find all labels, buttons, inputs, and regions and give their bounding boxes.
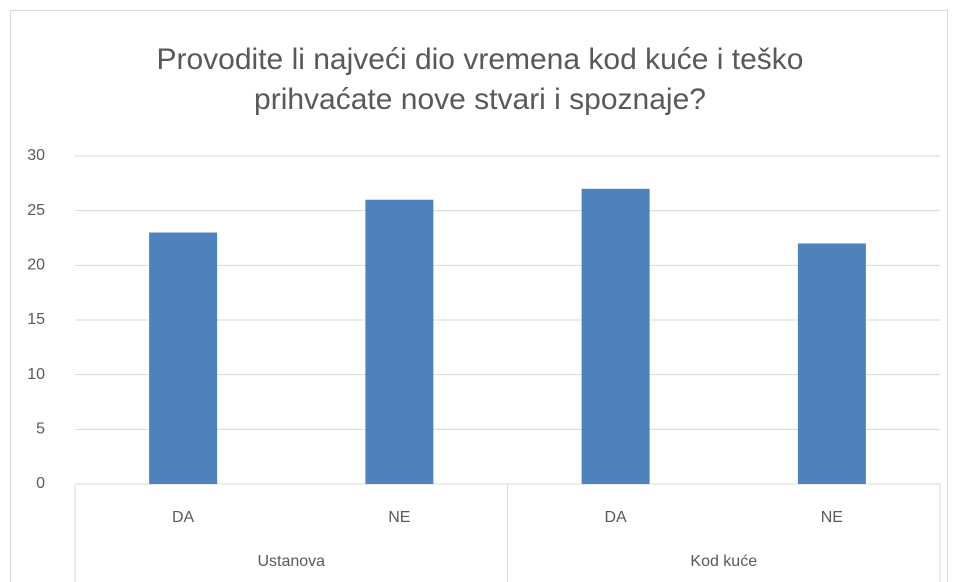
y-tick-label: 10 bbox=[27, 366, 45, 383]
bar bbox=[365, 199, 434, 484]
x-tick-label: NE bbox=[821, 509, 843, 526]
y-tick-label: 0 bbox=[36, 475, 45, 492]
y-tick-label: 30 bbox=[27, 147, 45, 164]
group-label: Ustanova bbox=[257, 553, 325, 570]
chart-title: Provodite li najveći dio vremena kod kuć… bbox=[156, 43, 804, 116]
y-tick-label: 25 bbox=[27, 202, 45, 219]
chart-border bbox=[10, 10, 948, 582]
bar bbox=[581, 188, 650, 485]
y-tick-label: 15 bbox=[27, 311, 45, 328]
x-tick-label: DA bbox=[172, 509, 195, 526]
y-tick-label: 5 bbox=[36, 421, 45, 438]
bar bbox=[149, 232, 218, 484]
x-tick-label: NE bbox=[388, 509, 410, 526]
bar bbox=[797, 243, 866, 484]
y-tick-label: 20 bbox=[27, 257, 45, 274]
group-label: Kod kuće bbox=[690, 553, 757, 570]
x-tick-label: DA bbox=[605, 509, 628, 526]
